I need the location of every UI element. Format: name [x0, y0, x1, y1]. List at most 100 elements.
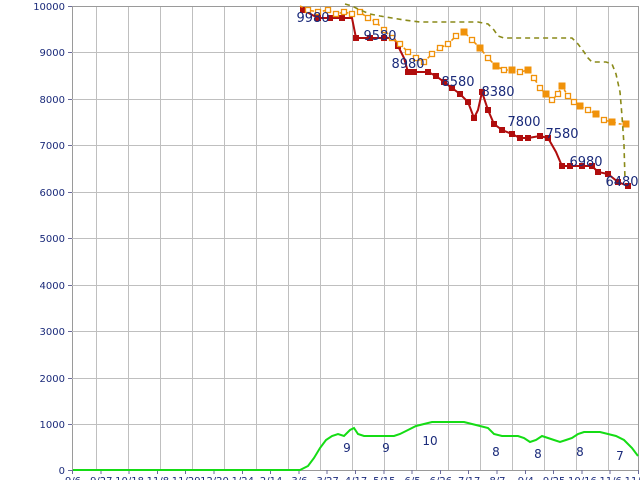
x-axis-tick-label: 11/20 — [625, 476, 640, 480]
data-point-label: 8 — [492, 445, 500, 459]
data-point-marker — [517, 135, 523, 141]
data-point-marker — [332, 10, 340, 18]
data-point-marker — [567, 163, 573, 169]
data-point-label: 8380 — [481, 85, 514, 100]
data-point-marker — [530, 74, 538, 82]
data-point-marker — [548, 96, 556, 104]
data-point-marker — [576, 102, 584, 110]
data-point-marker — [559, 163, 565, 169]
x-axis-tick-label: 3/27 — [316, 476, 338, 480]
data-point-label: 6980 — [569, 155, 602, 170]
x-axis-tick-label: 9/27 — [90, 476, 112, 480]
x-axis-tick-label: 10/18 — [115, 476, 144, 480]
data-point-marker — [579, 163, 585, 169]
x-axis-tick-label: 1/24 — [232, 476, 254, 480]
y-axis-tick-label: 4000 — [40, 281, 65, 292]
x-axis-tick-label: 11/8 — [147, 476, 169, 480]
data-point-label: 8580 — [441, 75, 474, 90]
data-point-marker — [353, 35, 359, 41]
data-point-marker — [468, 36, 476, 44]
x-axis-tick-label: 8/7 — [489, 476, 505, 480]
data-point-marker — [436, 44, 444, 52]
data-point-label: 8 — [576, 445, 584, 459]
data-point-marker — [554, 90, 562, 98]
x-axis-tick-label: 4/17 — [345, 476, 367, 480]
data-point-marker — [509, 131, 515, 137]
data-point-marker — [485, 107, 491, 113]
x-axis-tick-label: 9/4 — [518, 476, 534, 480]
data-point-label: 9 — [382, 441, 390, 455]
data-point-marker — [356, 8, 364, 16]
data-point-marker — [500, 66, 508, 74]
x-axis-tick-label: 6/26 — [430, 476, 452, 480]
data-point-label: 6480 — [605, 175, 638, 190]
y-axis-tick-label: 8000 — [40, 95, 65, 106]
data-point-label: 9580 — [363, 29, 396, 44]
x-axis-tick-label: 2/14 — [260, 476, 282, 480]
data-point-label: 7 — [616, 449, 624, 463]
y-axis-tick-label: 3000 — [40, 327, 65, 338]
data-point-label: 9 — [343, 441, 351, 455]
x-axis-labels: 9/6 9/2710/1811/811/2912/201/24 2/14 3/6 3/2… — [65, 476, 640, 480]
data-point-marker — [570, 98, 578, 106]
data-point-marker — [428, 50, 436, 58]
data-point-marker — [479, 89, 485, 95]
data-point-marker — [340, 8, 348, 16]
y-axis-tick-label: 2000 — [40, 374, 65, 385]
data-point-marker — [412, 54, 420, 62]
x-axis-tick-label: 9/25 — [543, 476, 565, 480]
x-axis-tick-label: 11/6 — [599, 476, 621, 480]
data-point-marker — [372, 18, 380, 26]
data-point-marker — [625, 183, 631, 189]
data-point-marker — [471, 115, 477, 121]
y-axis-tick-label: 1000 — [40, 420, 65, 431]
data-point-marker — [600, 116, 608, 124]
data-point-marker — [608, 118, 616, 126]
data-point-marker — [615, 179, 621, 185]
y-axis-tick-label: 5000 — [40, 234, 65, 245]
data-point-marker — [545, 135, 551, 141]
x-axis-tick-label: 12/20 — [200, 476, 229, 480]
data-point-marker — [476, 44, 484, 52]
data-point-marker — [327, 15, 333, 21]
data-point-marker — [564, 92, 572, 100]
data-point-marker — [595, 169, 601, 175]
data-point-marker — [589, 163, 595, 169]
data-point-label: 7800 — [507, 115, 540, 130]
x-axis-tick-label: 7/17 — [458, 476, 480, 480]
y-axis-labels: 1000090008000700060005000400030002000100… — [33, 2, 65, 477]
x-axis-tick-label: 9/6 — [65, 476, 81, 480]
data-point-marker — [324, 6, 332, 14]
data-point-label: 10 — [422, 434, 437, 448]
x-axis-tick-label: 3/6 — [291, 476, 307, 480]
x-axis-tick-label: 11/29 — [172, 476, 201, 480]
data-point-marker — [465, 99, 471, 105]
data-point-marker — [499, 127, 505, 133]
data-point-marker — [420, 58, 428, 66]
data-point-marker — [396, 40, 404, 48]
data-point-marker — [348, 10, 356, 18]
data-point-marker — [524, 66, 532, 74]
data-point-marker — [491, 121, 497, 127]
data-point-marker — [388, 34, 396, 42]
data-point-label: 8 — [534, 447, 542, 461]
data-point-marker — [304, 6, 312, 14]
data-point-marker — [484, 54, 492, 62]
data-point-marker — [411, 69, 417, 75]
series-line-olive-dashed-step — [344, 3, 626, 181]
data-point-marker — [380, 26, 388, 34]
data-point-label: 7580 — [545, 127, 578, 142]
data-point-marker — [364, 14, 372, 22]
data-point-marker — [460, 28, 468, 36]
data-point-marker — [339, 15, 345, 21]
data-point-marker — [605, 171, 611, 177]
data-point-marker — [425, 69, 431, 75]
data-point-marker — [433, 73, 439, 79]
data-point-marker — [367, 35, 373, 41]
data-point-marker — [592, 110, 600, 118]
data-point-marker — [508, 66, 516, 74]
y-axis-tick-label: 10000 — [33, 2, 65, 13]
data-point-marker — [405, 69, 411, 75]
